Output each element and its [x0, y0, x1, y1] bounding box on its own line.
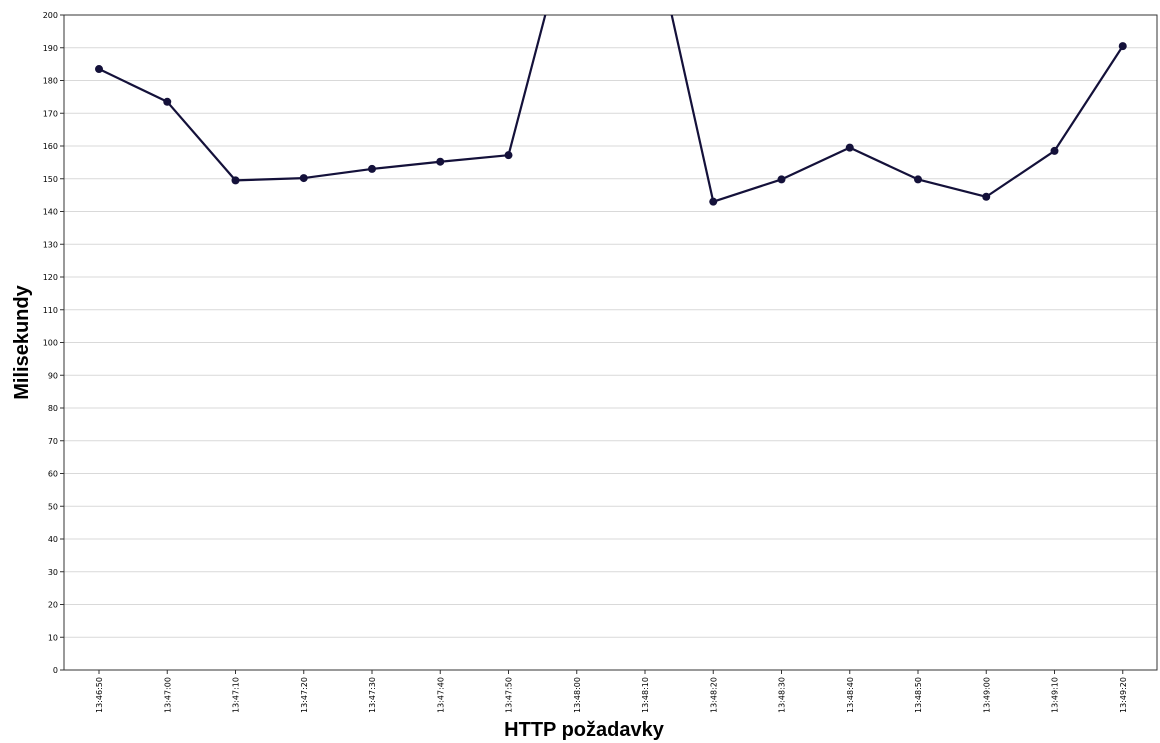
y-tick-label: 130 — [43, 240, 58, 249]
x-axis-label: HTTP požadavky — [504, 719, 665, 741]
y-tick-label: 100 — [43, 339, 58, 348]
y-tick-label: 70 — [48, 437, 58, 446]
data-point — [436, 157, 445, 166]
x-tick-label: 13:48:40 — [846, 677, 855, 713]
x-tick-label: 13:49:10 — [1051, 677, 1060, 713]
data-point — [982, 192, 991, 201]
x-tick-label: 13:47:30 — [368, 677, 377, 713]
y-tick-label: 10 — [48, 633, 58, 642]
data-point — [163, 97, 172, 106]
grid-lines — [64, 14, 1157, 671]
y-tick-label: 30 — [48, 568, 58, 577]
series-layer — [95, 15, 1127, 206]
y-tick-label: 200 — [43, 11, 58, 20]
data-point — [504, 151, 513, 160]
plot-area-frame — [63, 14, 1158, 671]
y-tick-label: 190 — [43, 44, 58, 53]
data-point — [845, 143, 854, 152]
y-tick-label: 150 — [43, 175, 58, 184]
y-tick-label: 40 — [48, 535, 58, 544]
y-tick-label: 120 — [43, 273, 58, 282]
x-tick-label: 13:47:40 — [436, 677, 445, 713]
y-tick-label: 180 — [43, 77, 58, 86]
y-tick-label: 160 — [43, 142, 58, 151]
x-tick-label: 13:47:10 — [232, 677, 241, 713]
data-point — [299, 174, 308, 183]
data-point — [709, 197, 718, 206]
y-tick-label: 110 — [43, 306, 58, 315]
x-tick-label: 13:47:20 — [300, 677, 309, 713]
data-point — [368, 164, 376, 173]
data-point — [914, 175, 922, 184]
y-tick-label: 80 — [48, 404, 58, 413]
y-tick-label: 60 — [48, 470, 58, 479]
data-point — [231, 176, 240, 185]
x-tick-label: 13:49:00 — [982, 677, 991, 713]
data-point — [1118, 42, 1127, 51]
y-tick-label: 50 — [48, 502, 58, 511]
data-point — [1050, 146, 1059, 155]
x-tick-label: 13:48:30 — [778, 677, 787, 713]
y-tick-label: 140 — [43, 208, 58, 217]
x-axis-ticks: 13:46:50 13:47:00 13:47:10 13:47:20 13:47:30… — [95, 670, 1128, 713]
series-line — [98, 15, 1124, 203]
data-point — [777, 175, 786, 184]
x-tick-label: 13:48:10 — [641, 677, 650, 713]
y-tick-label: 0 — [53, 666, 58, 675]
x-tick-label: 13:49:20 — [1119, 677, 1128, 713]
y-tick-label: 20 — [48, 601, 58, 610]
x-tick-label: 13:46:50 — [95, 677, 104, 713]
x-tick-label: 13:48:20 — [709, 677, 718, 713]
x-tick-label: 13:47:50 — [505, 677, 514, 713]
x-tick-label: 13:47:00 — [163, 677, 172, 713]
y-tick-label: 90 — [48, 371, 58, 380]
data-point — [95, 65, 103, 74]
y-axis-ticks: 0 10 20 30 40 50 60 70 80 90 100 110 120 130 140 150 160… — [43, 11, 64, 675]
x-tick-label: 13:48:00 — [573, 677, 582, 713]
x-tick-label: 13:48:50 — [914, 677, 923, 713]
y-axis-label: Milisekundy — [11, 284, 33, 399]
y-tick-label: 170 — [43, 109, 58, 118]
